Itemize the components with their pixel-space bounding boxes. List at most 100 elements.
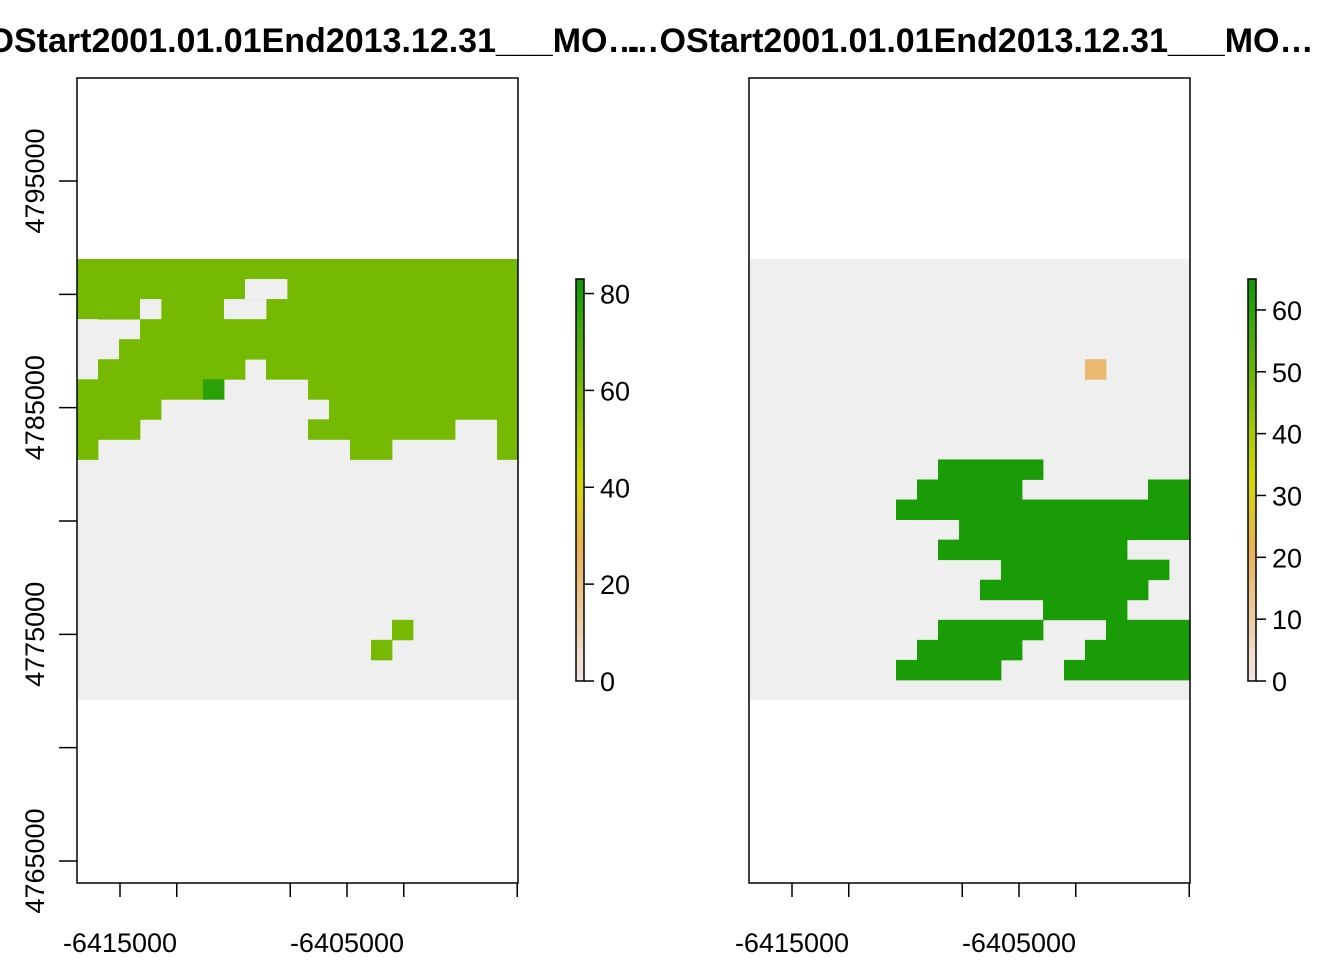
legend-swatch: [576, 640, 584, 648]
legend-swatch: [1248, 433, 1256, 441]
legend-swatch: [1248, 600, 1256, 608]
legend-swatch: [1248, 366, 1256, 374]
legend-swatch: [576, 346, 584, 354]
legend-swatch: [576, 627, 584, 635]
legend-swatch: [576, 372, 584, 380]
legend-tick-label: 0: [600, 667, 615, 697]
raster-cell: [1106, 619, 1191, 641]
legend-swatch: [1248, 413, 1256, 421]
legend-swatch: [576, 500, 584, 508]
legend-swatch: [1248, 285, 1256, 293]
legend-swatch: [1248, 587, 1256, 595]
legend-swatch: [1248, 560, 1256, 568]
legend-tick-label: 0: [1272, 667, 1287, 697]
legend-swatch: [1248, 292, 1256, 300]
legend-swatch: [576, 433, 584, 441]
legend-swatch: [576, 573, 584, 581]
legend-swatch: [576, 600, 584, 608]
legend-swatch: [1248, 466, 1256, 474]
legend-swatch: [576, 493, 584, 501]
legend-swatch: [1248, 640, 1256, 648]
x-tick-label: -6405000: [290, 928, 404, 958]
legend-swatch: [1248, 506, 1256, 514]
legend-tick-label: 20: [600, 570, 630, 600]
legend-swatch: [1248, 332, 1256, 340]
legend-swatch: [576, 520, 584, 528]
legend-swatch: [576, 332, 584, 340]
legend-swatch: [1248, 667, 1256, 675]
raster-cell: [896, 499, 1191, 520]
legend-swatch: [576, 607, 584, 615]
legend-swatch: [576, 587, 584, 595]
legend-swatch: [576, 292, 584, 300]
raster-cell: [77, 259, 519, 300]
legend-swatch: [576, 486, 584, 494]
legend-swatch: [1248, 473, 1256, 481]
raster-cell: [1148, 479, 1191, 500]
raster-cell: [497, 419, 519, 440]
legend-swatch: [1248, 547, 1256, 555]
raster-cell: [1085, 359, 1107, 380]
legend-swatch: [1248, 513, 1256, 521]
legend-swatch: [1248, 593, 1256, 602]
y-tick-label: 4785000: [20, 355, 50, 460]
legend-swatch: [576, 660, 584, 669]
x-tick-label: -6415000: [735, 928, 849, 958]
legend-swatch: [1248, 339, 1256, 347]
legend-tick-label: 10: [1272, 605, 1302, 635]
legend-swatch: [1248, 580, 1256, 588]
raster-cell: [917, 639, 1023, 661]
raster-cell: [266, 359, 519, 380]
raster-cell: [896, 659, 1002, 681]
legend-swatch: [576, 647, 584, 655]
legend-swatch: [1248, 647, 1256, 655]
legend-swatch: [576, 674, 584, 682]
raster-cell: [140, 299, 162, 320]
legend-swatch: [1248, 419, 1256, 427]
legend-swatch: [1248, 553, 1256, 561]
raster-cell: [938, 539, 1128, 561]
legend-swatch: [1248, 480, 1256, 488]
legend-swatch: [576, 634, 584, 642]
raster-cell: [77, 319, 99, 340]
legend-frame: [1247, 278, 1257, 682]
legend-swatch: [576, 426, 584, 434]
legend-swatch: [576, 319, 584, 327]
raster-cell: [371, 639, 393, 661]
legend-swatch: [576, 553, 584, 561]
legend-swatch: [576, 299, 584, 307]
raster-cell: [497, 439, 519, 460]
legend-swatch: [576, 312, 584, 320]
legend-swatch: [576, 480, 584, 488]
raster-cell: [980, 579, 1149, 601]
plot-frame: [748, 77, 1191, 884]
legend-swatch: [1248, 533, 1256, 541]
legend-swatch: [576, 352, 584, 360]
raster-cell: [350, 439, 393, 460]
legend-tick-label: 40: [600, 473, 630, 503]
raster-cell: [119, 339, 519, 360]
legend-swatch: [576, 386, 584, 394]
legend-swatch: [1248, 372, 1256, 380]
legend-swatch: [1248, 526, 1256, 535]
legend-swatch: [1248, 614, 1256, 622]
legend-swatch: [576, 459, 584, 468]
legend-swatch: [1248, 346, 1256, 354]
plot-frame: [76, 77, 519, 884]
legend-swatch: [576, 506, 584, 514]
legend-swatch: [1248, 325, 1256, 334]
legend-swatch: [576, 513, 584, 521]
legend-swatch: [576, 392, 584, 401]
legend-swatch: [1248, 446, 1256, 454]
raster-cell: [1064, 659, 1191, 681]
chart-title: …OStart2001.01.01End2013.12.31___MO…: [0, 22, 641, 60]
chart-right: …OStart2001.01.01End2013.12.31___MO… -641…: [626, 22, 1314, 958]
legend-swatch: [1248, 312, 1256, 320]
legend-swatch: [576, 339, 584, 347]
legend-swatch: [1248, 299, 1256, 307]
legend-swatch: [1248, 607, 1256, 615]
legend-swatch: [576, 439, 584, 447]
legend-swatch: [576, 547, 584, 555]
legend-tick-label: 50: [1272, 358, 1302, 388]
raster-cell: [245, 279, 288, 300]
